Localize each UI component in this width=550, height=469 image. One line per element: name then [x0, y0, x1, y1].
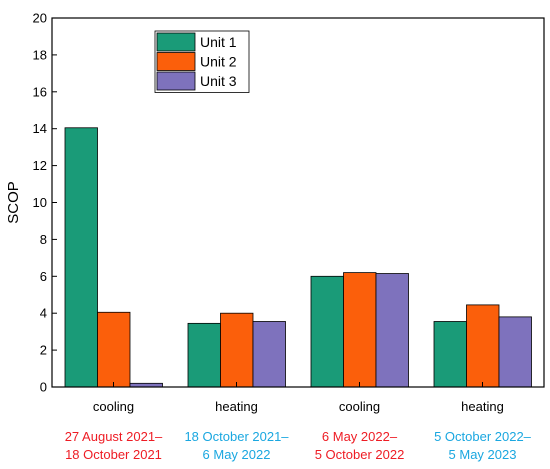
bar-unit-2 [466, 304, 500, 388]
bar-unit-3 [375, 273, 409, 388]
period-label-end: 6 May 2022 [203, 447, 271, 462]
bar-unit-2 [220, 312, 254, 388]
legend-label: Unit 3 [200, 73, 237, 89]
legend-swatch [156, 52, 196, 71]
legend-swatch [156, 71, 196, 91]
y-tick-label: 18 [33, 47, 47, 62]
period-label-start: 18 October 2021– [184, 429, 289, 444]
period-label-start: 27 August 2021– [65, 429, 163, 444]
y-tick-label: 6 [40, 269, 47, 284]
legend-label: Unit 2 [200, 54, 237, 70]
period-label-end: 5 October 2022 [315, 447, 405, 462]
legend-label: Unit 1 [200, 34, 237, 50]
y-tick-label: 0 [40, 380, 47, 395]
category-label: heating [461, 399, 504, 414]
y-tick-label: 14 [33, 121, 47, 136]
category-label: heating [215, 399, 258, 414]
y-tick-label: 4 [40, 306, 47, 321]
y-tick-label: 16 [33, 84, 47, 99]
y-tick-label: 20 [33, 11, 47, 26]
legend-swatch [156, 32, 196, 52]
category-label: cooling [93, 399, 134, 414]
bar-unit-2 [97, 311, 131, 388]
bar-unit-1 [64, 127, 98, 388]
bar-unit-1 [187, 322, 221, 388]
bar-unit-1 [310, 275, 344, 388]
y-tick-label: 8 [40, 232, 47, 247]
y-tick-label: 12 [33, 158, 47, 173]
bar-unit-3 [498, 316, 532, 388]
bar-unit-2 [343, 272, 377, 388]
y-tick-label: 2 [40, 343, 47, 358]
bar-unit-3 [252, 321, 286, 388]
category-label: cooling [339, 399, 380, 414]
period-label-start: 6 May 2022– [322, 429, 398, 444]
period-label-start: 5 October 2022– [434, 429, 532, 444]
period-label-end: 18 October 2021 [65, 447, 162, 462]
period-label-end: 5 May 2023 [449, 447, 517, 462]
y-tick-label: 10 [33, 195, 47, 210]
bar-unit-1 [433, 321, 467, 388]
y-axis-title: SCOP [5, 181, 22, 224]
